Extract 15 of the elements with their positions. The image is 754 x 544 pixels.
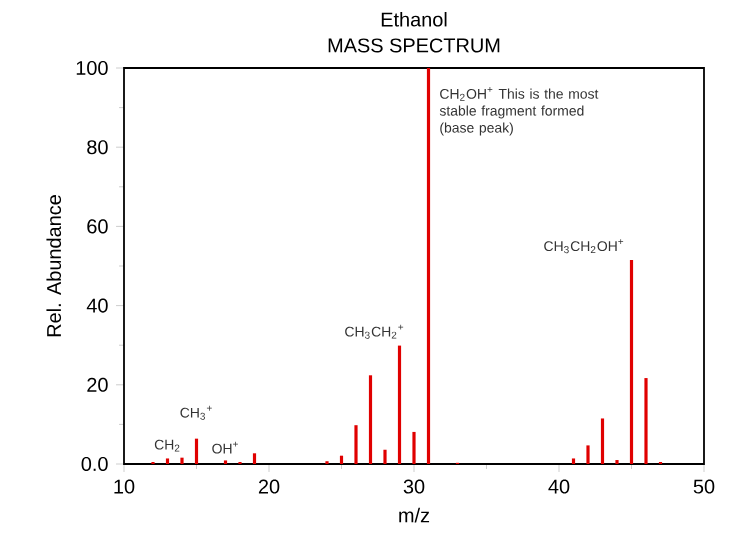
x-tick-label: 20 [258,479,280,494]
x-tick-label: 40 [548,479,570,494]
chart-title: Ethanol [381,11,447,27]
y-tick-label: 60 [87,219,108,234]
y-tick-label: 40 [86,298,108,313]
y-tick-label: 20 [87,377,108,392]
y-tick-label: 80 [87,140,108,155]
x-tick-label: 10 [114,479,135,494]
y-axis-title: Rel. Abundance [46,195,62,337]
x-tick-label: 30 [403,479,425,494]
y-tick-label: 100 [76,60,108,76]
x-tick-label: 50 [693,479,715,494]
y-tick-label: 0.0 [81,456,108,472]
chart-subtitle: MASS SPECTRUM [328,38,500,53]
x-axis-title: m/z [399,507,430,523]
